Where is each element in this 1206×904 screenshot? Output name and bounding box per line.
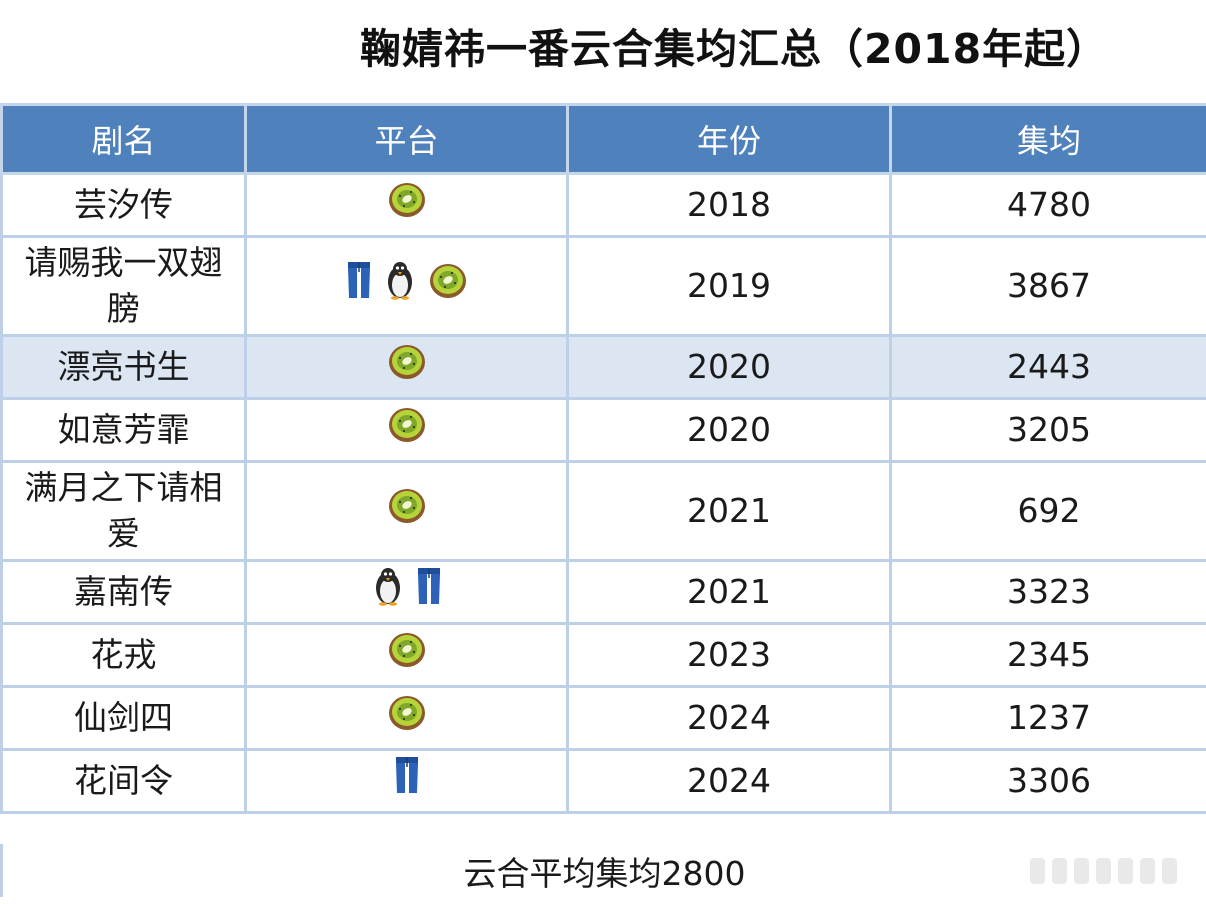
avg-cell: 4780 — [891, 174, 1206, 237]
summary-table: 剧名 平台 年份 集均 芸汐传 2018 4780 请赐我一双翅膀 2019 3… — [0, 103, 1206, 814]
year-cell: 2024 — [568, 687, 891, 750]
year-cell: 2024 — [568, 750, 891, 813]
drama-name: 请赐我一双翅膀 — [2, 237, 246, 336]
kiwi-icon — [387, 341, 427, 393]
year-cell: 2018 — [568, 174, 891, 237]
table-row: 如意芳霏 2020 3205 — [2, 399, 1206, 462]
year-cell: 2023 — [568, 624, 891, 687]
kiwi-icon — [387, 179, 427, 231]
jeans-icon — [346, 260, 372, 312]
drama-name: 花间令 — [2, 750, 246, 813]
kiwi-icon — [428, 260, 468, 312]
avg-cell: 692 — [891, 462, 1206, 561]
avg-cell: 1237 — [891, 687, 1206, 750]
column-header-avg: 集均 — [891, 105, 1206, 174]
drama-name: 漂亮书生 — [2, 336, 246, 399]
column-header-platform: 平台 — [246, 105, 568, 174]
avg-cell: 3205 — [891, 399, 1206, 462]
table-row: 花间令 2024 3306 — [2, 750, 1206, 813]
jeans-icon — [394, 755, 420, 807]
drama-name: 芸汐传 — [2, 174, 246, 237]
platform-cell — [246, 687, 568, 750]
table-row: 仙剑四 2024 1237 — [2, 687, 1206, 750]
table-header-row: 剧名 平台 年份 集均 — [2, 105, 1206, 174]
kiwi-icon — [387, 629, 427, 681]
year-cell: 2021 — [568, 462, 891, 561]
avg-cell: 3323 — [891, 561, 1206, 624]
platform-cell — [246, 624, 568, 687]
column-header-name: 剧名 — [2, 105, 246, 174]
year-cell: 2020 — [568, 399, 891, 462]
penguin-icon — [384, 260, 416, 312]
platform-cell — [246, 750, 568, 813]
drama-name: 仙剑四 — [2, 687, 246, 750]
platform-cell — [246, 561, 568, 624]
table-row: 漂亮书生 2020 2443 — [2, 336, 1206, 399]
platform-cell — [246, 174, 568, 237]
drama-name: 满月之下请相爱 — [2, 462, 246, 561]
platform-cell — [246, 237, 568, 336]
table-row: 请赐我一双翅膀 2019 3867 — [2, 237, 1206, 336]
avg-cell: 3867 — [891, 237, 1206, 336]
year-cell: 2020 — [568, 336, 891, 399]
page-title: 鞠婧祎一番云合集均汇总（2018年起） — [360, 18, 1160, 80]
average-summary: 云合平均集均2800 — [0, 844, 1206, 897]
watermark — [1030, 858, 1177, 884]
platform-cell — [246, 462, 568, 561]
kiwi-icon — [387, 404, 427, 456]
penguin-icon — [372, 566, 404, 618]
drama-name: 嘉南传 — [2, 561, 246, 624]
table-row: 嘉南传 2021 3323 — [2, 561, 1206, 624]
jeans-icon — [416, 566, 442, 618]
avg-cell: 2345 — [891, 624, 1206, 687]
table-row: 满月之下请相爱 2021 692 — [2, 462, 1206, 561]
table-row: 花戎 2023 2345 — [2, 624, 1206, 687]
table-row: 芸汐传 2018 4780 — [2, 174, 1206, 237]
year-cell: 2019 — [568, 237, 891, 336]
kiwi-icon — [387, 485, 427, 537]
kiwi-icon — [387, 692, 427, 744]
avg-cell: 3306 — [891, 750, 1206, 813]
avg-cell: 2443 — [891, 336, 1206, 399]
column-header-year: 年份 — [568, 105, 891, 174]
year-cell: 2021 — [568, 561, 891, 624]
drama-name: 如意芳霏 — [2, 399, 246, 462]
platform-cell — [246, 399, 568, 462]
platform-cell — [246, 336, 568, 399]
drama-name: 花戎 — [2, 624, 246, 687]
